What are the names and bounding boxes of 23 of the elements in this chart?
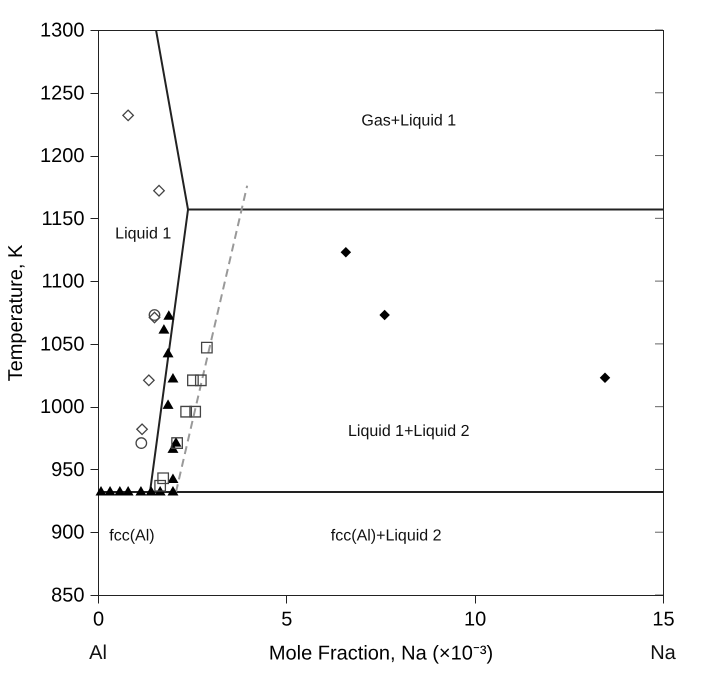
y-tick-label: 1250 [40, 82, 84, 104]
y-tick-label: 1300 [40, 20, 84, 42]
x-tick-label: 10 [464, 608, 486, 630]
annotation: fcc(Al) [109, 528, 155, 545]
x-tick-label: 5 [281, 608, 292, 630]
y-tick-label: 850 [51, 584, 84, 606]
y-tick-label: 1100 [41, 270, 84, 293]
annotation: Liquid 1 [115, 225, 172, 242]
annotation: fcc(Al)+Liquid 2 [330, 528, 442, 545]
y-tick-label: 1050 [40, 333, 84, 356]
text: Na [650, 642, 677, 664]
x-tick-label: 0 [92, 608, 104, 630]
y-tick-label: 950 [51, 458, 84, 481]
text: Al [89, 642, 107, 664]
x-tick-label: 15 [652, 608, 675, 630]
y-tick-label: 900 [51, 522, 84, 544]
y-axis-title: Temperature, K [5, 244, 28, 382]
y-tick-label: 1200 [40, 145, 84, 168]
annotation: Gas+Liquid 1 [361, 112, 456, 130]
x-axis-title: Mole Fraction, Na (×10⁻³) [268, 642, 494, 664]
y-tick-label: 1150 [41, 208, 84, 230]
y-tick-label: 1000 [40, 396, 84, 418]
annotation: Liquid 1+Liquid 2 [348, 423, 470, 440]
